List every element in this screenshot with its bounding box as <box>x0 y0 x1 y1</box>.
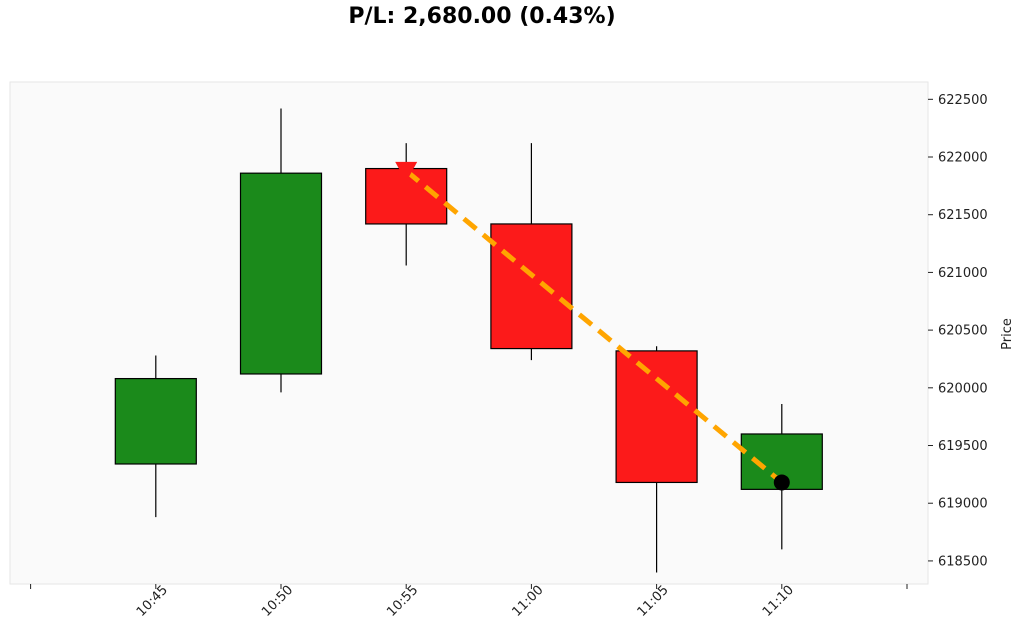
y-tick-label: 619000 <box>938 497 988 512</box>
plot-area <box>9 81 929 585</box>
y-tick-label: 622500 <box>938 93 988 108</box>
candle-body <box>615 350 698 484</box>
x-axis: 10:45 10:50 10:55 11:00 11:05 11:10 <box>30 583 908 620</box>
candle-body <box>239 172 323 375</box>
candle-body <box>490 223 573 350</box>
y-tick-label: 620500 <box>938 324 988 339</box>
entry-marker <box>395 161 418 182</box>
y-tick-label: 618500 <box>938 554 988 569</box>
y-tick-label: 622000 <box>938 151 988 166</box>
trade-line <box>404 168 784 485</box>
x-tick-label: 11:00 <box>509 583 546 620</box>
y-tick-label: 619500 <box>938 439 988 454</box>
candle-body <box>114 377 197 465</box>
y-tick-label: 621000 <box>938 266 988 281</box>
x-tick-label: 10:45 <box>134 583 171 620</box>
y-axis-label: Price <box>1000 318 1015 350</box>
y-axis: 618500 619000 619500 620000 620500 621000 6215… <box>928 93 988 569</box>
exit-marker <box>773 474 790 491</box>
y-tick-label: 621500 <box>938 208 988 223</box>
x-tick-label: 10:50 <box>259 583 296 620</box>
trade-overlay <box>395 161 790 491</box>
chart-title: P/L: 2,680.00 (0.43%) <box>348 4 616 29</box>
y-tick-label: 620000 <box>938 381 988 396</box>
x-tick-label: 10:55 <box>384 583 421 620</box>
x-tick-label: 11:10 <box>760 583 797 620</box>
candles <box>114 108 823 573</box>
x-tick-label: 11:05 <box>635 583 672 620</box>
